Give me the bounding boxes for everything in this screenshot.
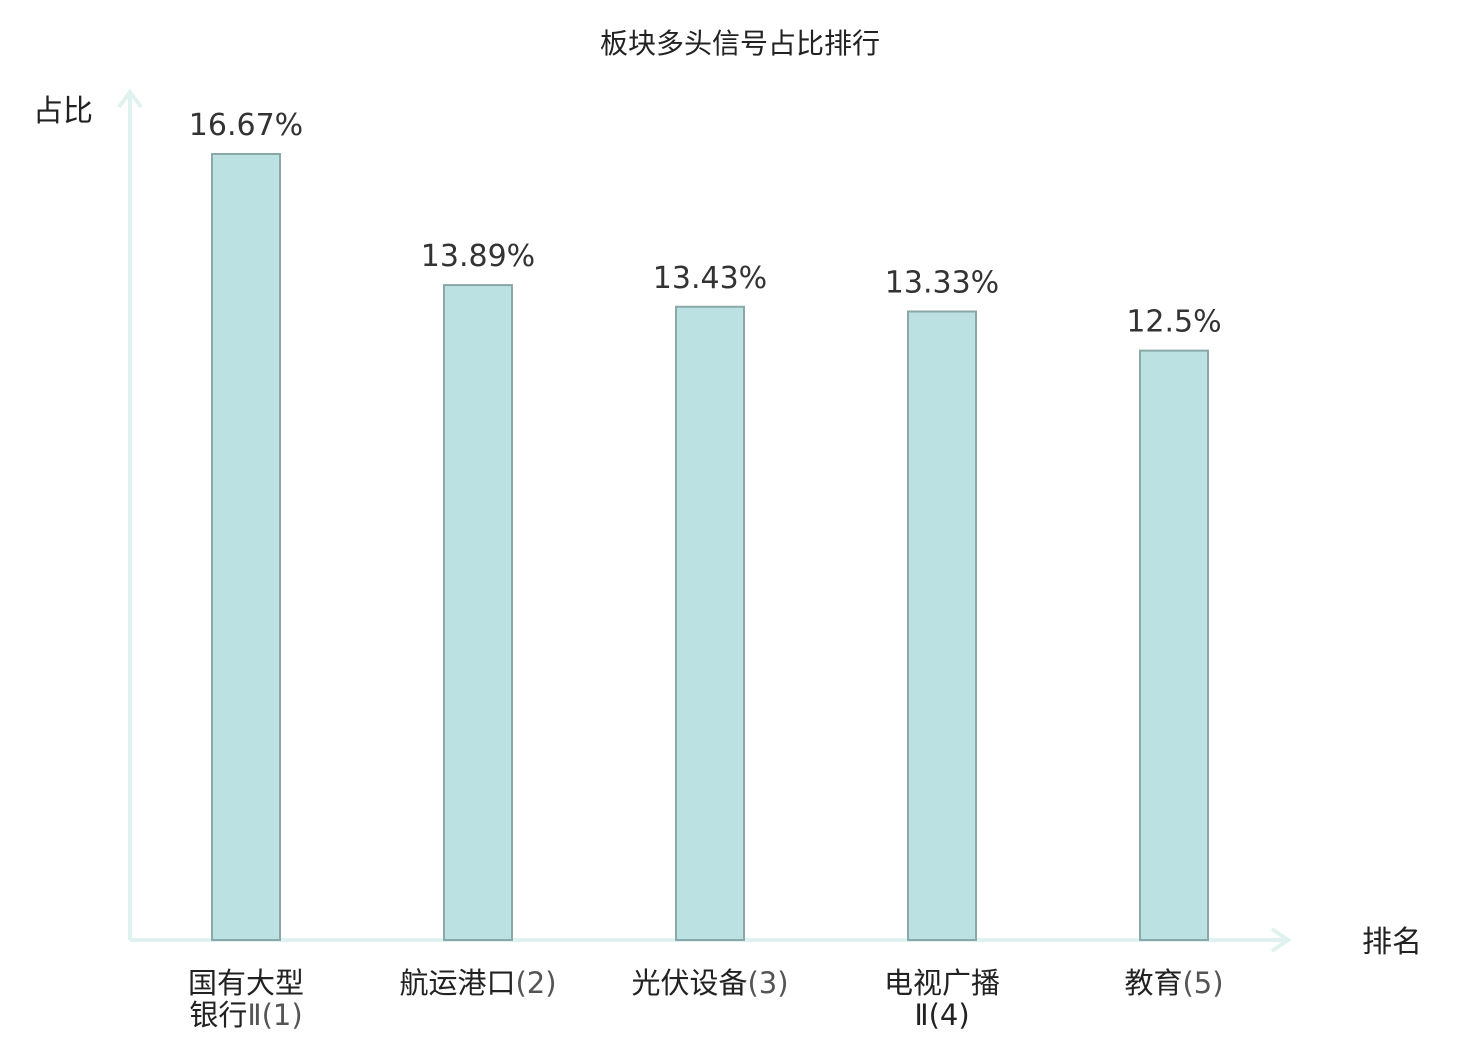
category-rank: Ⅱ(1) xyxy=(247,998,302,1032)
category-name: 教育 xyxy=(1124,966,1182,1000)
category-label-4-line-2: Ⅱ(4) xyxy=(914,998,969,1032)
category-rank: Ⅱ(4) xyxy=(914,998,969,1032)
bar-4 xyxy=(907,310,977,941)
category-label-4-line-1: 电视广播 xyxy=(884,966,1000,1000)
category-rank: (3) xyxy=(747,966,788,1000)
category-label-1: 国有大型银行Ⅱ(1) xyxy=(188,966,304,1032)
value-labels-group: 16.67% 13.89% 13.43% 13.33% 12.5% xyxy=(189,108,1222,340)
x-axis-arrow xyxy=(1270,927,1292,953)
category-name: 光伏设备 xyxy=(631,966,747,1000)
category-label-2-line-1: 航运港口(2) xyxy=(399,966,556,1000)
category-label-3: 光伏设备(3) xyxy=(631,966,788,1000)
value-label-4: 13.33% xyxy=(885,265,999,300)
category-label-1-line-2: 银行Ⅱ(1) xyxy=(189,998,302,1032)
x-axis-label: 排名 xyxy=(1362,925,1422,960)
category-label-1-line-1: 国有大型 xyxy=(188,966,304,1000)
category-label-5: 教育(5) xyxy=(1124,966,1223,1000)
category-name: 国有大型 xyxy=(188,966,304,1000)
y-axis-label: 占比 xyxy=(33,94,93,129)
value-label-3: 13.43% xyxy=(653,261,767,296)
bar-3 xyxy=(675,305,745,942)
value-label-1: 16.67% xyxy=(189,108,303,143)
category-rank: (5) xyxy=(1182,966,1223,1000)
category-rank: (2) xyxy=(515,966,556,1000)
category-label-5-line-1: 教育(5) xyxy=(1124,966,1223,1000)
bars-group xyxy=(211,153,1209,942)
bar-5 xyxy=(1139,349,1209,942)
category-name: 航运港口 xyxy=(399,966,515,1000)
bar-2 xyxy=(443,284,513,941)
category-name: 银行 xyxy=(189,998,247,1032)
y-axis-arrow xyxy=(117,88,143,109)
category-label-3-line-1: 光伏设备(3) xyxy=(631,966,788,1000)
category-name: 电视广播 xyxy=(884,966,1000,1000)
category-label-4: 电视广播 Ⅱ(4) xyxy=(884,966,1000,1032)
category-labels-group: 国有大型银行Ⅱ(1) 航运港口(2) 光伏设备(3) 电视广播 Ⅱ(4) 教育(5) xyxy=(188,966,1224,1032)
category-label-2: 航运港口(2) xyxy=(399,966,556,1000)
value-label-2: 13.89% xyxy=(421,239,535,274)
value-label-5: 12.5% xyxy=(1126,305,1221,340)
bar-1 xyxy=(211,153,281,941)
chart-title: 板块多头信号占比排行 xyxy=(600,27,880,60)
